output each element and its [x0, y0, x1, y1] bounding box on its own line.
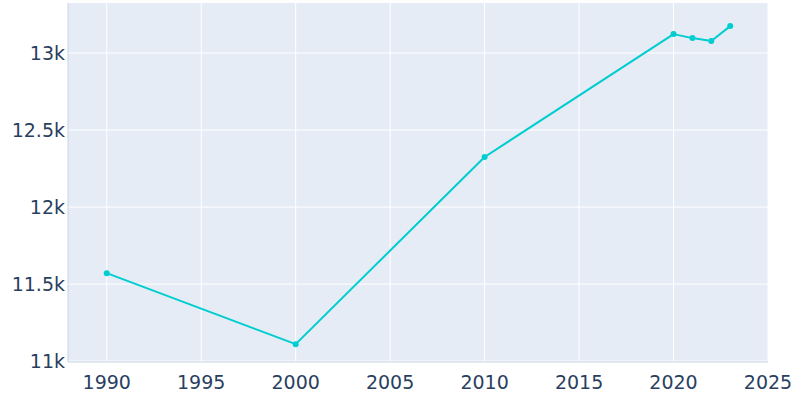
y-tick-label: 13k — [30, 42, 65, 64]
chart-container: 11k 11.5k 12k 12.5k 13k 1990 1995 2000 2005 2010 2… — [0, 0, 800, 400]
x-grid-line — [390, 3, 391, 362]
x-grid-line — [106, 3, 107, 362]
x-tick-label: 1995 — [177, 371, 225, 393]
data-point[interactable] — [727, 23, 733, 29]
y-tick-label: 11k — [30, 350, 65, 372]
data-point[interactable] — [104, 270, 110, 276]
y-grid-line — [68, 130, 768, 131]
x-tick-label: 2020 — [649, 371, 697, 393]
x-tick-label: 2025 — [744, 371, 792, 393]
x-tick-label: 2010 — [460, 371, 508, 393]
data-point[interactable] — [708, 38, 714, 44]
data-point[interactable] — [293, 341, 299, 347]
x-tick-label: 2000 — [271, 371, 319, 393]
x-grid-line — [768, 3, 769, 362]
data-point[interactable] — [482, 154, 488, 160]
data-point[interactable] — [671, 31, 677, 37]
data-point[interactable] — [689, 35, 695, 41]
y-grid-line — [68, 207, 768, 208]
data-line — [107, 26, 730, 344]
data-group — [104, 23, 733, 347]
y-tick-label: 12.5k — [12, 119, 65, 141]
x-axis-line — [68, 362, 768, 363]
x-tick-label: 2005 — [366, 371, 414, 393]
plot-background — [68, 3, 768, 362]
y-grid-line — [68, 53, 768, 54]
chart-svg: 11k 11.5k 12k 12.5k 13k 1990 1995 2000 2005 2010 2… — [0, 0, 800, 400]
y-tick-label: 12k — [30, 196, 65, 218]
x-grid-line — [295, 3, 296, 362]
x-tick-label: 2015 — [555, 371, 603, 393]
x-grid-line — [673, 3, 674, 362]
y-tick-label: 11.5k — [12, 273, 65, 295]
y-grid-line — [68, 361, 768, 362]
x-grid-line — [579, 3, 580, 362]
y-grid-line — [68, 284, 768, 285]
x-tick-label: 1990 — [83, 371, 131, 393]
y-axis-line — [68, 3, 69, 362]
x-grid-line — [484, 3, 485, 362]
